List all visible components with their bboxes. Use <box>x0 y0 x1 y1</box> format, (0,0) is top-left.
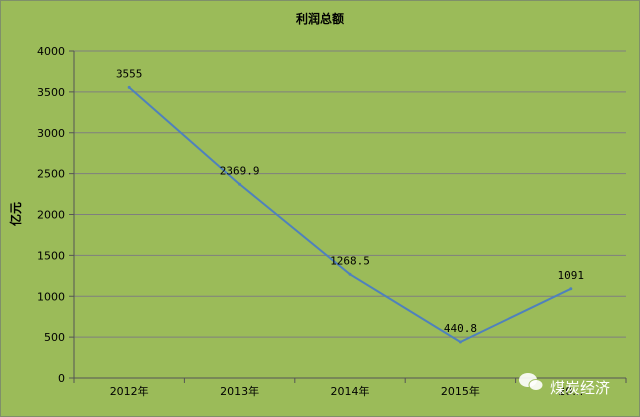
data-point <box>127 85 131 89</box>
y-tick-label: 500 <box>44 331 65 344</box>
x-tick-labels: 2012年 2013年 2014年 2015年 20… <box>110 384 584 398</box>
data-point <box>569 287 573 291</box>
x-tick-label: 2012年 <box>110 384 149 398</box>
watermark-text: 煤炭经济 <box>550 379 610 397</box>
data-labels: 3555 2369.9 1268.5 440.8 1091 <box>116 67 584 335</box>
grid-lines <box>69 50 626 379</box>
x-tick-label: 2013年 <box>220 384 259 398</box>
x-tick-label: 20… <box>558 385 583 398</box>
data-point <box>348 272 352 276</box>
y-tick-label: 2500 <box>37 168 65 181</box>
chart-title: 利润总额 <box>296 11 344 26</box>
data-point <box>238 182 242 186</box>
axes <box>73 51 627 383</box>
y-tick-label: 4000 <box>37 45 65 58</box>
series-group <box>127 85 573 344</box>
x-tick-label: 2015年 <box>441 384 480 398</box>
data-label: 1268.5 <box>330 254 370 267</box>
y-tick-label: 1000 <box>37 290 65 303</box>
y-tick-label: 0 <box>58 372 65 385</box>
data-label: 1091 <box>558 269 585 282</box>
data-label: 2369.9 <box>220 164 260 177</box>
wechat-icon <box>519 373 544 391</box>
watermark: 煤炭经济 <box>519 373 610 397</box>
y-tick-labels: 0 500 1000 1500 2000 2500 3000 3500 4000 <box>37 45 65 385</box>
data-label: 440.8 <box>444 322 477 335</box>
y-tick-label: 1500 <box>37 249 65 262</box>
data-label: 3555 <box>116 67 143 80</box>
x-tick-label: 2014年 <box>331 384 370 398</box>
y-axis-label: 亿元 <box>8 202 23 226</box>
y-tick-label: 3000 <box>37 127 65 140</box>
y-tick-label: 2000 <box>37 209 65 222</box>
data-point <box>458 340 462 344</box>
y-tick-label: 3500 <box>37 86 65 99</box>
